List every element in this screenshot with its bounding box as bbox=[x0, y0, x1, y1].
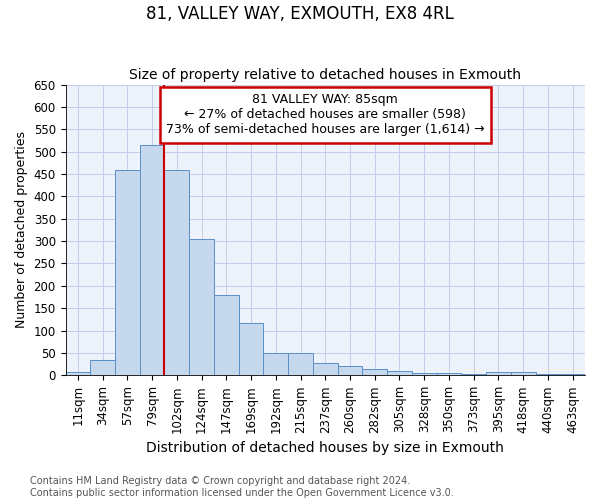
X-axis label: Distribution of detached houses by size in Exmouth: Distribution of detached houses by size … bbox=[146, 441, 504, 455]
Bar bbox=[140, 145, 164, 376]
Text: Contains HM Land Registry data © Crown copyright and database right 2024.
Contai: Contains HM Land Registry data © Crown c… bbox=[30, 476, 454, 498]
Bar bbox=[313, 363, 338, 376]
Bar bbox=[164, 170, 189, 376]
Bar bbox=[263, 353, 288, 376]
Bar bbox=[338, 366, 362, 376]
Text: 81, VALLEY WAY, EXMOUTH, EX8 4RL: 81, VALLEY WAY, EXMOUTH, EX8 4RL bbox=[146, 5, 454, 23]
Bar bbox=[437, 373, 461, 376]
Bar bbox=[288, 353, 313, 376]
Bar bbox=[214, 295, 239, 376]
Title: Size of property relative to detached houses in Exmouth: Size of property relative to detached ho… bbox=[129, 68, 521, 82]
Y-axis label: Number of detached properties: Number of detached properties bbox=[15, 132, 28, 328]
Bar bbox=[189, 239, 214, 376]
Bar bbox=[511, 372, 536, 376]
Bar bbox=[560, 374, 585, 376]
Bar bbox=[461, 374, 486, 376]
Bar bbox=[362, 369, 387, 376]
Bar bbox=[536, 374, 560, 376]
Text: 81 VALLEY WAY: 85sqm
← 27% of detached houses are smaller (598)
73% of semi-deta: 81 VALLEY WAY: 85sqm ← 27% of detached h… bbox=[166, 94, 485, 136]
Bar bbox=[90, 360, 115, 376]
Bar bbox=[65, 372, 90, 376]
Bar bbox=[239, 322, 263, 376]
Bar bbox=[412, 373, 437, 376]
Bar bbox=[115, 170, 140, 376]
Bar bbox=[387, 372, 412, 376]
Bar bbox=[486, 372, 511, 376]
